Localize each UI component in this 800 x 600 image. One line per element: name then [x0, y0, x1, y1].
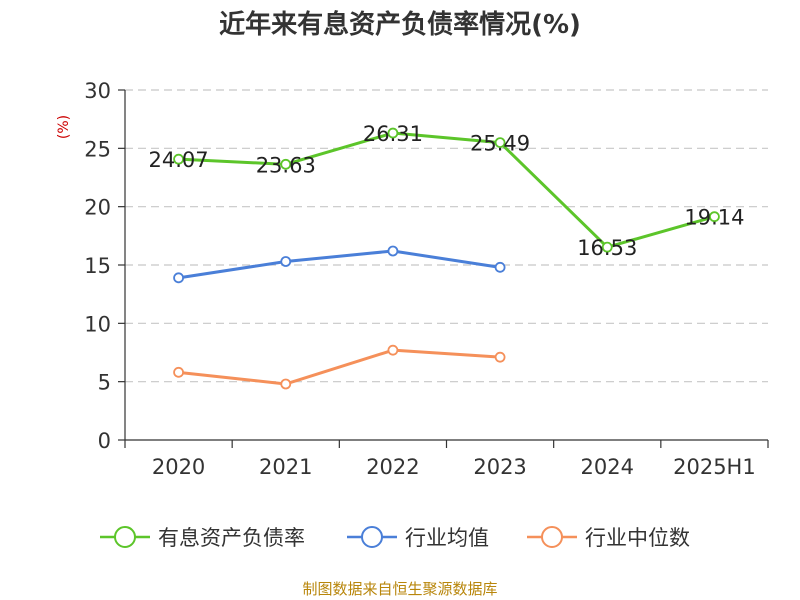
- data-labels: 24.07 23.63 26.31 25.49 16.53 19.14: [149, 122, 745, 260]
- x-tick-label-2023: 2023: [473, 455, 526, 479]
- series-0-point-2022: [387, 127, 399, 139]
- axes: (%) 0 5 10 15 20 25 30 2020 2021 2022 2023 2024 2025…: [56, 79, 769, 479]
- series-1-point-2021: [280, 256, 292, 267]
- legend-marker-2: [541, 526, 563, 548]
- legend: 有息资产负债率 行业均值 行业中位数: [100, 526, 690, 550]
- y-tick-label-5: 5: [98, 371, 111, 395]
- series-0-point-2020: [173, 153, 184, 165]
- legend-label-0: 有息资产负债率: [158, 526, 305, 550]
- y-tick-label-0: 0: [98, 429, 111, 453]
- y-tick-label-20: 20: [84, 196, 111, 220]
- x-tick-label-2022: 2022: [366, 455, 419, 479]
- series-lines: [173, 127, 720, 390]
- series-2-point-2023: [494, 351, 506, 363]
- x-tick-label-2025H1: 2025H1: [673, 455, 756, 479]
- series-1-point-2023: [494, 261, 506, 273]
- x-tick-label-2024: 2024: [581, 455, 634, 479]
- series-0-point-2021: [280, 158, 292, 170]
- y-tick-label-25: 25: [84, 137, 111, 161]
- series-1-point-2020: [173, 272, 184, 284]
- series-0-point-2025H1: [709, 211, 720, 223]
- x-tick-label-2020: 2020: [152, 455, 205, 479]
- data-label-2024: 16.53: [577, 236, 637, 260]
- legend-marker-0: [114, 526, 136, 548]
- series-2-point-2020: [173, 366, 184, 378]
- grid-lines: [125, 89, 768, 383]
- series-2-point-2022: [387, 344, 399, 356]
- series-2-point-2021: [280, 378, 292, 390]
- data-label-2022: 26.31: [363, 122, 423, 146]
- series-0-point-2024: [601, 241, 613, 253]
- data-label-2025H1: 19.14: [684, 206, 744, 230]
- data-label-2020: 24.07: [149, 148, 209, 172]
- legend-marker-1: [361, 526, 383, 548]
- y-axis-unit-label: (%): [56, 115, 72, 139]
- data-label-2023: 25.49: [470, 132, 530, 156]
- series-line-2: [177, 348, 502, 386]
- source-note: 制图数据来自恒生聚源数据库: [302, 580, 498, 598]
- data-label-2021: 23.63: [256, 153, 316, 177]
- legend-label-1: 行业均值: [405, 526, 489, 550]
- x-tick-label-2021: 2021: [259, 455, 312, 479]
- y-tick-label-15: 15: [84, 254, 111, 278]
- y-tick-label-10: 10: [84, 312, 111, 336]
- series-line-0: [177, 131, 716, 249]
- chart-title: 近年来有息资产负债率情况(%): [219, 10, 581, 40]
- legend-label-2: 行业中位数: [585, 526, 690, 550]
- series-line-1: [177, 249, 502, 280]
- series-1-point-2022: [387, 245, 399, 257]
- series-0-point-2023: [494, 137, 506, 149]
- y-tick-label-30: 30: [84, 79, 111, 103]
